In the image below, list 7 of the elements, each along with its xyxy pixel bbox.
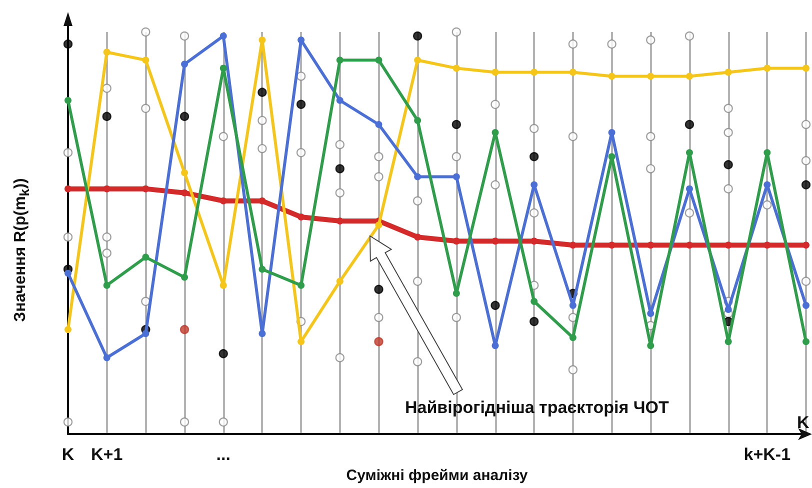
x-tick-label: k+K-1 [744, 445, 791, 464]
x-axis-title: Суміжні фрейми аналізу [346, 467, 528, 484]
annotation: Найвірогідніша траєкторія ЧОТ [405, 398, 669, 418]
annotation: K [797, 413, 810, 433]
x-tick-label: K [62, 445, 75, 464]
x-tick-label: K+1 [91, 445, 123, 464]
x-tick-label: ... [216, 445, 230, 464]
